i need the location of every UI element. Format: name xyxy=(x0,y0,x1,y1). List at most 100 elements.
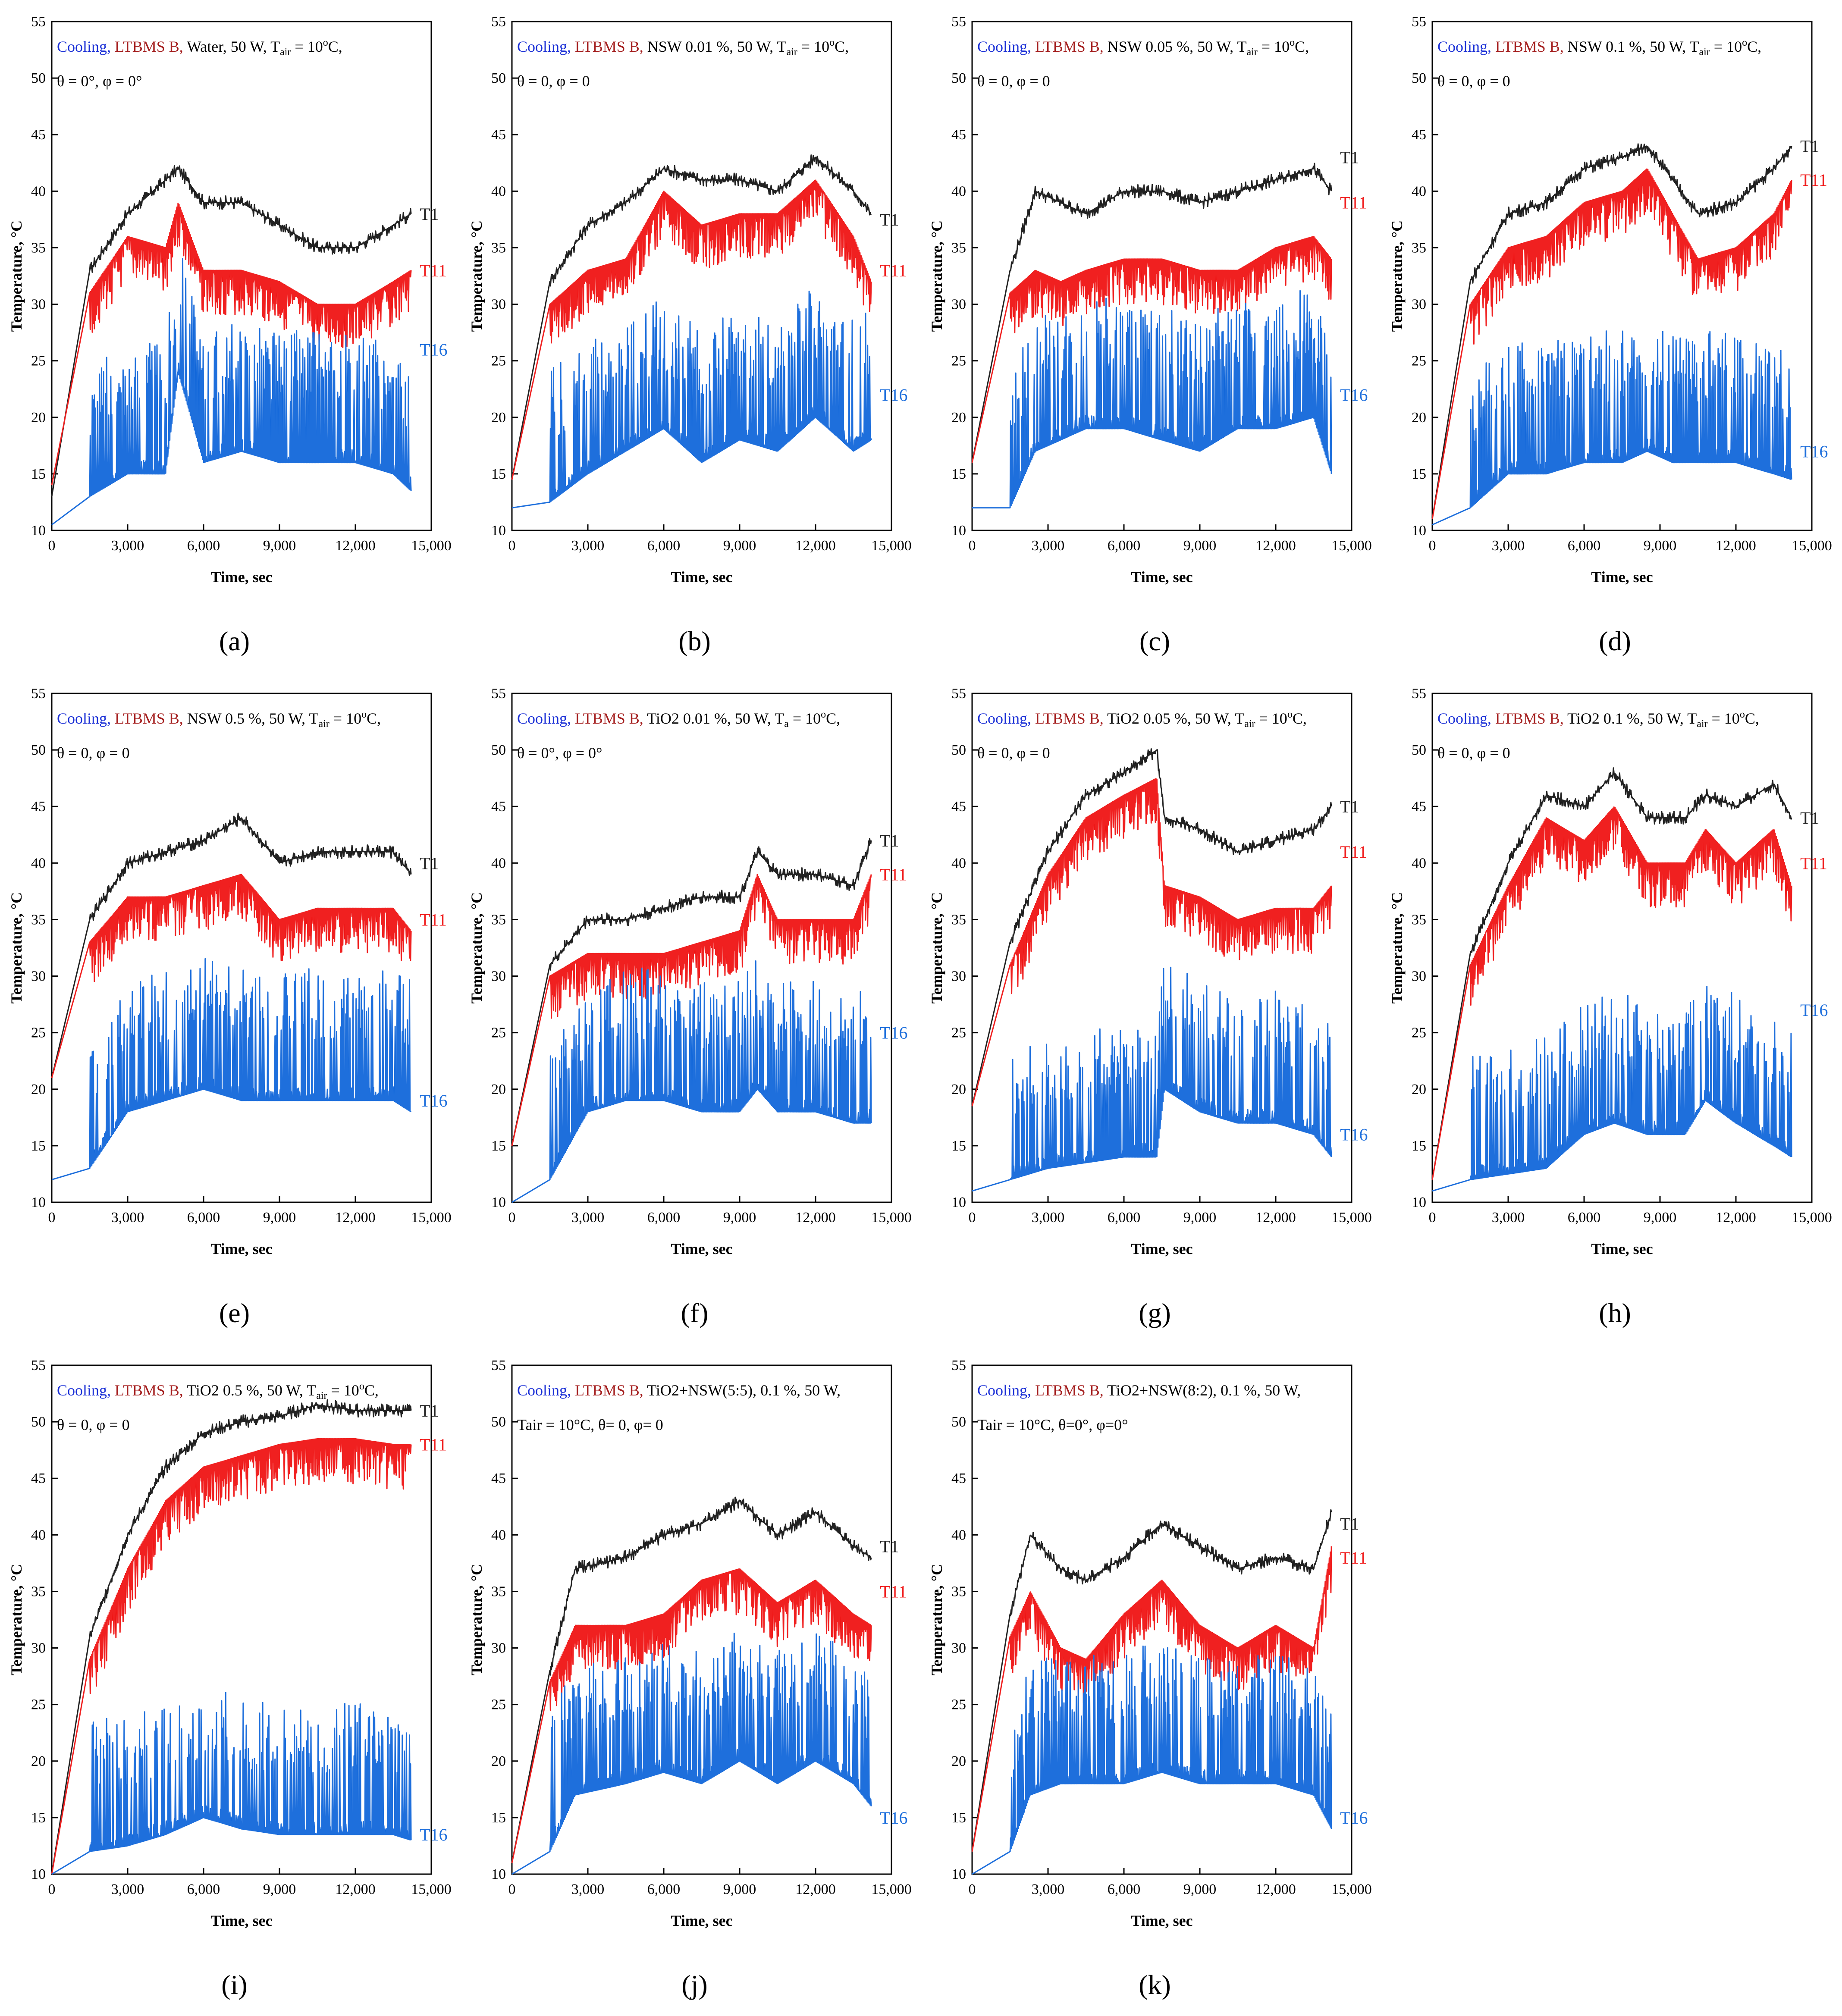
series-line-t1 xyxy=(51,165,412,497)
y-tick-label: 55 xyxy=(1412,686,1426,702)
y-tick-label: 55 xyxy=(31,686,46,702)
y-tick-label: 15 xyxy=(951,1138,966,1154)
x-axis-title: Time, sec xyxy=(671,1912,732,1929)
series-line-t16 xyxy=(51,958,412,1181)
y-tick-label: 45 xyxy=(491,1470,506,1486)
series-label-t11: T11 xyxy=(420,1435,447,1455)
y-tick-label: 55 xyxy=(31,14,46,30)
y-tick-label: 35 xyxy=(1412,240,1426,256)
panel-title: Cooling, LTBMS B, NSW 0.1 %, 50 W, Tair … xyxy=(1437,37,1761,58)
panel-subtitle: θ = 0, φ = 0 xyxy=(1437,72,1510,90)
series-label-t1: T1 xyxy=(1800,136,1819,156)
panel-label: (a) xyxy=(219,626,250,656)
y-tick-label: 15 xyxy=(31,1810,46,1826)
series-label-t16: T16 xyxy=(1800,1000,1828,1020)
y-tick-label: 10 xyxy=(951,523,966,539)
y-tick-label: 20 xyxy=(491,410,506,426)
x-tick-label: 0 xyxy=(969,1881,976,1897)
y-tick-label: 35 xyxy=(1412,912,1426,928)
x-tick-label: 9,000 xyxy=(263,538,296,554)
y-tick-label: 10 xyxy=(31,1866,46,1882)
y-tick-label: 40 xyxy=(951,1527,966,1543)
y-tick-label: 35 xyxy=(951,1583,966,1599)
plot-frame xyxy=(51,21,432,531)
y-tick-label: 45 xyxy=(31,127,46,143)
series-label-t1: T1 xyxy=(880,210,899,229)
y-tick-label: 10 xyxy=(31,1195,46,1210)
y-tick-label: 20 xyxy=(31,1082,46,1097)
series-line-t11 xyxy=(971,778,1332,1107)
x-tick-label: 15,000 xyxy=(1792,1210,1832,1226)
series-label-t1: T1 xyxy=(880,1537,899,1556)
y-tick-label: 45 xyxy=(951,127,966,143)
y-tick-label: 25 xyxy=(1412,353,1426,369)
series-line-t11 xyxy=(511,1568,872,1863)
y-tick-label: 15 xyxy=(951,1810,966,1826)
y-tick-label: 50 xyxy=(31,70,46,86)
y-tick-label: 30 xyxy=(491,297,506,313)
x-tick-label: 12,000 xyxy=(335,1881,376,1897)
series-line-t11 xyxy=(51,874,412,1079)
series-label-t16: T16 xyxy=(420,340,447,359)
panel-label: (j) xyxy=(681,1969,707,2000)
y-tick-label: 50 xyxy=(31,742,46,758)
y-tick-label: 10 xyxy=(491,523,506,539)
chart-panel-a: 10 15 20 25 30 35 40 45 50 55 0 3,000 6,000 9,000 12,0… xyxy=(0,0,460,672)
y-tick-label: 20 xyxy=(491,1082,506,1097)
x-tick-label: 9,000 xyxy=(1183,538,1217,554)
x-tick-label: 9,000 xyxy=(1644,538,1677,554)
series-label-t1: T1 xyxy=(420,1401,439,1420)
panel-title: Cooling, LTBMS B, TiO2 0.01 %, 50 W, Ta … xyxy=(517,709,840,730)
x-tick-label: 6,000 xyxy=(1108,1210,1141,1226)
y-tick-label: 20 xyxy=(951,1082,966,1097)
x-tick-label: 9,000 xyxy=(263,1881,296,1897)
series-line-t1 xyxy=(51,812,412,1078)
y-tick-label: 10 xyxy=(31,523,46,539)
y-tick-label: 55 xyxy=(1412,14,1426,30)
y-tick-label: 45 xyxy=(31,799,46,815)
x-tick-label: 3,000 xyxy=(111,1881,144,1897)
x-axis-title: Time, sec xyxy=(1131,1240,1192,1257)
series-label-t11: T11 xyxy=(880,1582,907,1601)
panel-label: (d) xyxy=(1599,626,1631,656)
x-tick-label: 6,000 xyxy=(647,538,681,554)
series-line-t16 xyxy=(511,1633,872,1875)
panel-label: (f) xyxy=(681,1298,709,1328)
y-tick-label: 20 xyxy=(951,1753,966,1769)
y-tick-label: 50 xyxy=(491,1414,506,1430)
y-tick-label: 55 xyxy=(491,686,506,702)
y-tick-label: 35 xyxy=(491,1583,506,1599)
y-tick-label: 55 xyxy=(951,1358,966,1373)
y-tick-label: 40 xyxy=(951,855,966,871)
y-tick-label: 30 xyxy=(31,1640,46,1656)
y-tick-label: 25 xyxy=(31,1697,46,1713)
x-axis-title: Time, sec xyxy=(1131,1912,1192,1929)
x-tick-label: 0 xyxy=(1429,538,1436,554)
panel-subtitle: θ = 0, φ = 0 xyxy=(977,744,1050,762)
x-tick-label: 6,000 xyxy=(1568,538,1601,554)
chart-svg: 10 15 20 25 30 35 40 45 50 55 0 3,000 6,000 9,000 12,0… xyxy=(928,14,1372,656)
chart-panel-j: 10 15 20 25 30 35 40 45 50 55 0 3,000 6,000 9,000 12,0… xyxy=(460,1344,920,2016)
plot-frame xyxy=(51,1364,432,1875)
x-tick-label: 15,000 xyxy=(871,1881,912,1897)
x-tick-label: 6,000 xyxy=(1568,1210,1601,1226)
plot-frame xyxy=(1431,693,1813,1203)
series-label-t11: T11 xyxy=(1340,1548,1367,1568)
series-line-t16 xyxy=(1432,330,1792,526)
y-axis-title: Temperature, °C xyxy=(928,220,945,332)
x-tick-label: 12,000 xyxy=(1716,538,1756,554)
series-line-t16 xyxy=(1432,986,1792,1192)
chart-panel-k: 10 15 20 25 30 35 40 45 50 55 0 3,000 6,000 9,000 12,0… xyxy=(920,1344,1381,2016)
panel-subtitle: θ = 0, φ = 0 xyxy=(1437,744,1510,762)
chart-panel-c: 10 15 20 25 30 35 40 45 50 55 0 3,000 6,000 9,000 12,0… xyxy=(920,0,1381,672)
x-tick-label: 15,000 xyxy=(411,538,452,554)
chart-svg: 10 15 20 25 30 35 40 45 50 55 0 3,000 6,000 9,000 12,0… xyxy=(1388,686,1832,1328)
panel-title: Cooling, LTBMS B, TiO2 0.05 %, 50 W, Tai… xyxy=(977,709,1307,730)
x-tick-label: 12,000 xyxy=(335,1210,376,1226)
y-axis-title: Temperature, °C xyxy=(468,1564,485,1675)
series-line-t16 xyxy=(972,1645,1332,1875)
y-tick-label: 10 xyxy=(951,1195,966,1210)
y-tick-label: 45 xyxy=(1412,127,1426,143)
series-line-t1 xyxy=(971,1509,1332,1852)
x-tick-label: 9,000 xyxy=(1183,1210,1217,1226)
